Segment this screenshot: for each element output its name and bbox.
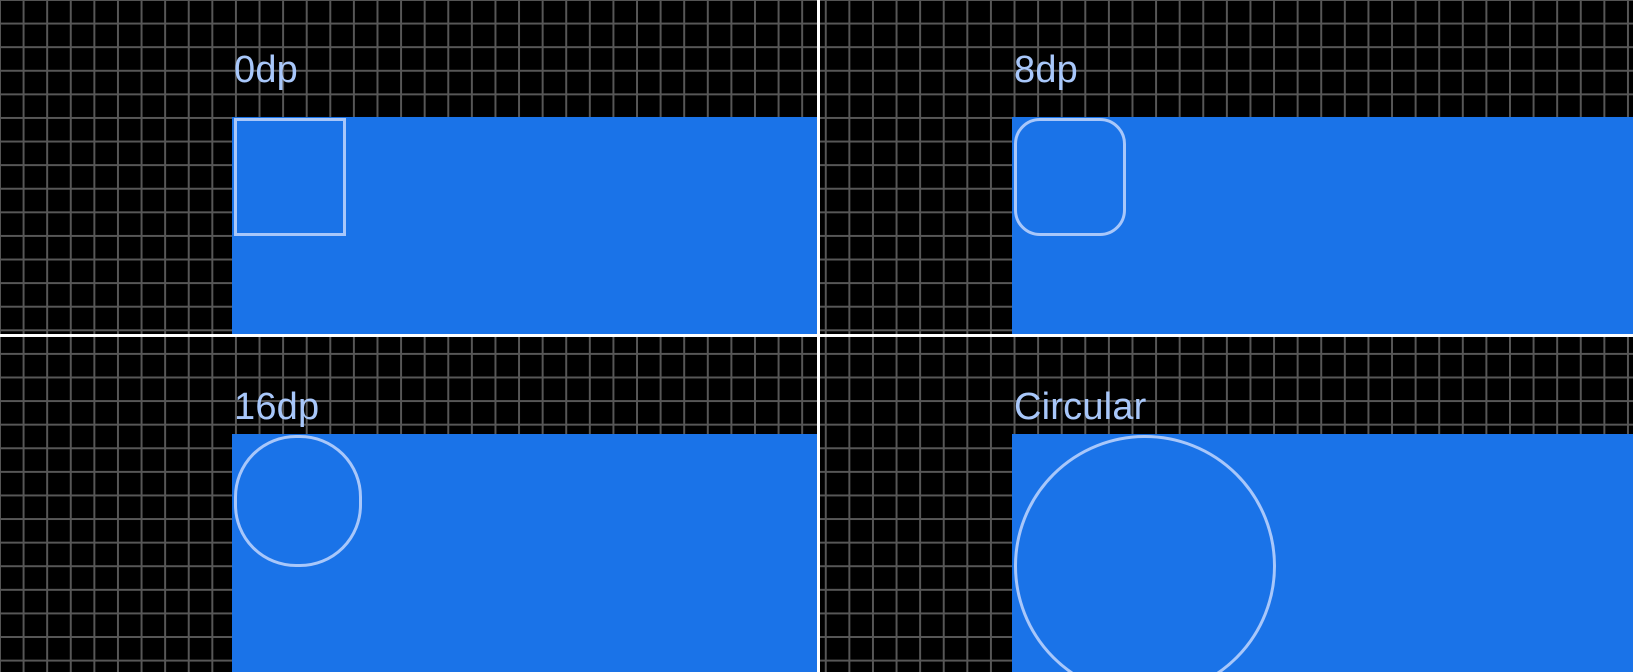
panel-8dp[interactable]: 8dp [820, 0, 1633, 334]
panel-label-8dp: 8dp [1014, 49, 1079, 91]
panel-label-circular: Circular [1014, 386, 1147, 428]
panel-label-16dp: 16dp [234, 386, 320, 428]
panel-0dp[interactable]: 0dp [0, 0, 817, 334]
panel-label-0dp: 0dp [234, 49, 299, 91]
panel-16dp[interactable]: 16dp [0, 337, 817, 672]
panel-circular[interactable]: Circular [820, 337, 1633, 672]
shape-swatch-circular[interactable] [1014, 435, 1276, 672]
shape-swatch-16dp[interactable] [234, 435, 362, 567]
shape-swatch-0dp[interactable] [234, 118, 346, 236]
shape-swatch-8dp[interactable] [1014, 118, 1126, 236]
divider-horizontal [0, 334, 1633, 337]
